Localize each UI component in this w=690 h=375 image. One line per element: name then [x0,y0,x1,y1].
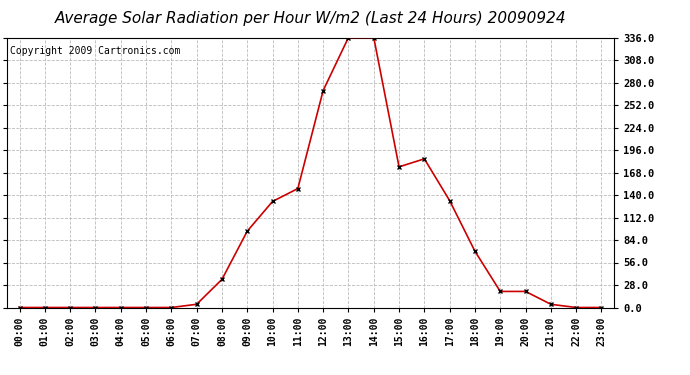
Text: Copyright 2009 Cartronics.com: Copyright 2009 Cartronics.com [10,46,180,56]
Text: Average Solar Radiation per Hour W/m2 (Last 24 Hours) 20090924: Average Solar Radiation per Hour W/m2 (L… [55,11,566,26]
